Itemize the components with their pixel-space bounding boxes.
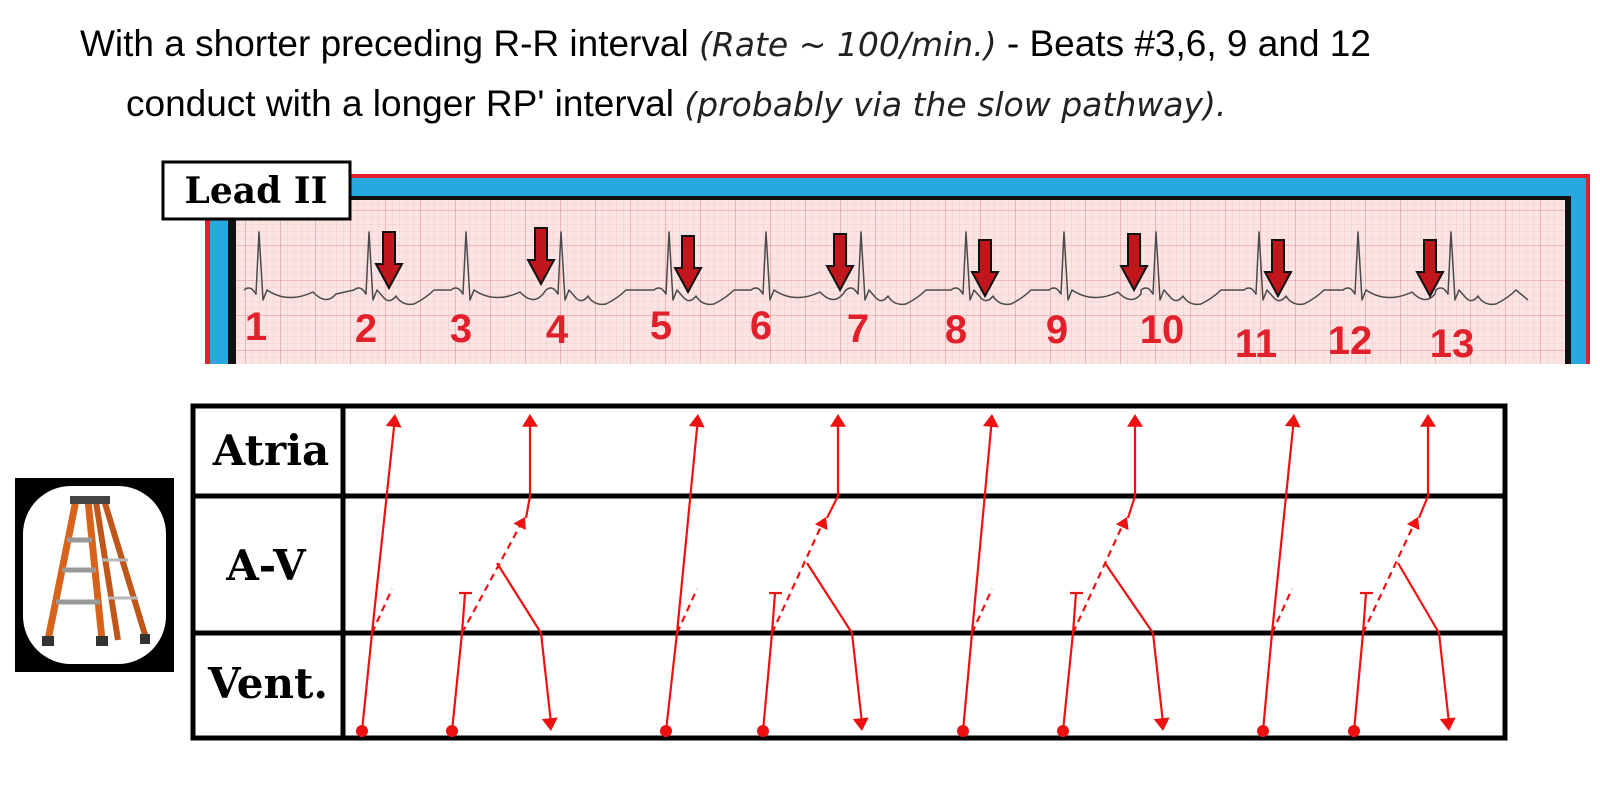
row-label-atria: Atria [212, 426, 330, 475]
ladder-slow-arrow-b0 [513, 517, 526, 531]
ladder-atria-arrow-a1 [688, 414, 705, 428]
ladder-slow-dash-b3 [1362, 521, 1416, 634]
ladder-atria-arrow-b2 [1127, 414, 1143, 427]
ladder-atria-arrow-a0 [385, 414, 402, 428]
lead-label-box: Lead II [161, 160, 352, 221]
ladder-vent-line-a0 [360, 632, 374, 732]
ladder-antegrade-line-b2 [1104, 562, 1154, 634]
ladder-vent-line-b2 [1061, 632, 1075, 732]
ecg-grid [236, 200, 1565, 364]
arrow-beat-4 [526, 227, 556, 287]
ladder-slow-tail-b3 [1417, 495, 1430, 519]
arrow-beat-8 [970, 239, 1000, 299]
ladder-atria-arrow-b0 [522, 414, 538, 427]
ladder-diagram: Atria A-V Vent. [190, 403, 1508, 741]
beat-label-11: 11 [1235, 322, 1277, 366]
ladder-image-graphic [42, 496, 150, 646]
ladder-atria-arrow-b1 [830, 414, 846, 427]
beat-label-13: 13 [1430, 322, 1475, 366]
ladder-blocked-dash-a3 [1270, 588, 1294, 634]
ladder-atria-arrow-a2 [982, 414, 999, 428]
arrow-beat-2 [374, 231, 404, 291]
ladder-atria-arrow-b3 [1420, 414, 1436, 427]
ladder-vent-arrow-b3 [1439, 717, 1456, 731]
beat-label-12: 12 [1328, 319, 1373, 363]
ladder-antegrade-vent-b0 [539, 632, 553, 724]
caption-line-1-text-a: With a shorter preceding R-R interval [80, 23, 689, 64]
row-label-vent: Vent. [207, 659, 328, 708]
ladder-slow-dash-b0 [461, 521, 523, 634]
beat-label-7: 7 [847, 307, 869, 351]
beat-label-3: 3 [450, 307, 472, 351]
caption-line-2: conduct with a longer RP' interval (prob… [126, 74, 1226, 135]
ladder-vent-arrow-b2 [1153, 717, 1170, 731]
ladder-atria-arrow-a3 [1284, 414, 1301, 428]
arrow-beat-5 [673, 235, 703, 295]
ladder-vent-line-a2 [961, 632, 974, 732]
caption-line-1: With a shorter preceding R-R interval (R… [80, 14, 1371, 75]
ladder-blocked-dash-a2 [970, 588, 994, 634]
ladder-antegrade-vent-b1 [850, 632, 864, 724]
row-label-av: A-V [225, 541, 307, 590]
ladder-av-line-a3 [1270, 417, 1296, 634]
ladder-slow-tail-b2 [1126, 495, 1137, 519]
arrow-beat-13 [1415, 239, 1445, 299]
ladder-av-line-a0 [370, 417, 397, 634]
ladder-slow-tail-b0 [524, 495, 532, 519]
lead-label-frame [161, 160, 352, 221]
ladder-marks [356, 414, 1456, 737]
ladder-slow-tail-b1 [826, 495, 839, 519]
ladder-image [15, 478, 174, 672]
beat-label-9: 9 [1046, 308, 1068, 352]
ladder-antegrade-line-b1 [806, 562, 853, 634]
ladder-vent-line-a1 [664, 632, 679, 732]
beat-label-8: 8 [945, 308, 967, 352]
caption-line-2-italic: (probably via the slow pathway). [684, 85, 1227, 124]
ladder-block-stem-b2 [1071, 592, 1078, 634]
caption-line-1-italic: (Rate ~ 100/min.) [698, 25, 997, 64]
ecg-trace [243, 231, 1529, 306]
ladder-antegrade-line-b3 [1397, 562, 1440, 634]
ladder-vent-line-b3 [1352, 632, 1365, 732]
lead-label: Lead II [185, 170, 328, 212]
ladder-antegrade-line-b0 [496, 562, 542, 634]
ladder-slow-arrow-b3 [1406, 517, 1420, 531]
ladder-block-stem-b3 [1361, 592, 1368, 634]
ladder-vent-line-a3 [1261, 632, 1274, 732]
ladder-av-line-a1 [675, 417, 700, 634]
beat-label-1: 1 [245, 305, 267, 349]
ladder-slow-arrow-b1 [814, 517, 828, 531]
ladder-antegrade-vent-b2 [1151, 632, 1165, 724]
ladder-blocked-dash-a1 [675, 588, 699, 634]
ladder-slow-dash-b2 [1072, 521, 1125, 634]
caption-line-1-text-b: - Beats #3,6, 9 and 12 [1006, 23, 1371, 64]
ladder-vent-line-b0 [450, 632, 464, 732]
ladder-vent-arrow-b1 [852, 717, 869, 731]
beat-arrows [374, 227, 1445, 299]
ladder-slow-arrow-b2 [1115, 517, 1129, 531]
arrow-beat-10 [1119, 233, 1149, 293]
ladder-block-stem-b0 [460, 592, 467, 634]
arrow-beat-11 [1263, 239, 1293, 299]
ladder-vent-line-b1 [761, 632, 774, 732]
ladder-vent-arrow-b0 [541, 717, 558, 731]
beat-labels: 1 2 3 4 5 6 7 8 9 10 11 12 13 [245, 304, 1474, 366]
ladder-slow-dash-b1 [771, 521, 824, 634]
beat-label-4: 4 [546, 308, 569, 352]
beat-label-10: 10 [1140, 308, 1185, 352]
beat-label-6: 6 [750, 304, 772, 348]
ladder-frame [190, 403, 1508, 741]
ladder-blocked-dash-a0 [370, 588, 394, 634]
ladder-block-stem-b1 [770, 592, 777, 634]
beat-label-5: 5 [650, 304, 672, 348]
arrow-beat-7 [825, 233, 855, 293]
ladder-av-line-a2 [970, 417, 994, 634]
ladder-antegrade-vent-b3 [1437, 632, 1451, 724]
ecg-strip: 1 2 3 4 5 6 7 8 9 10 11 12 13 [205, 174, 1590, 366]
beat-label-2: 2 [355, 307, 377, 351]
caption-line-2-text-a: conduct with a longer RP' interval [126, 83, 674, 124]
